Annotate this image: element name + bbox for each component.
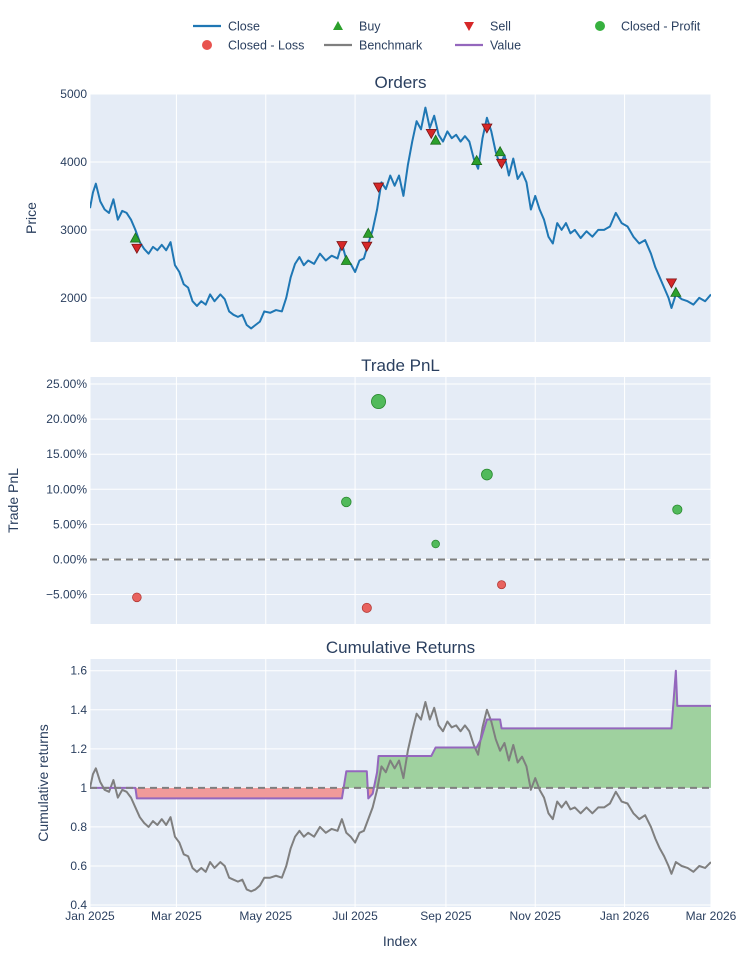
legend-label: Closed - Profit xyxy=(621,20,701,34)
benchmark-line xyxy=(90,700,711,893)
x-tick-label: Nov 2025 xyxy=(510,909,562,923)
y-tick-label: 0.8 xyxy=(70,820,87,834)
trade-pnl-plot-area xyxy=(90,377,711,624)
y-tick-label: 2000 xyxy=(60,291,87,305)
orders-y-ticks: 2000 3000 4000 5000 xyxy=(60,87,87,305)
x-tick-label: Mar 2025 xyxy=(151,909,202,923)
legend-item-closed-loss[interactable]: Closed - Loss xyxy=(202,39,304,53)
y-tick-label: 0.4 xyxy=(70,898,87,912)
x-tick-label: Mar 2026 xyxy=(686,909,737,923)
y-tick-label: −5.00% xyxy=(46,588,87,602)
trade-pnl-panel: −5.00% 0.00% 5.00% 10.00% 15.00% 20.00% 25.00%… xyxy=(5,356,712,624)
trade-pnl-gridlines xyxy=(89,377,712,624)
y-tick-label: 5.00% xyxy=(53,517,87,531)
closed-profit-marker xyxy=(481,468,493,481)
closed-profit-marker xyxy=(371,394,387,410)
legend-label: Closed - Loss xyxy=(228,39,304,53)
buy-marker xyxy=(470,154,483,165)
y-tick-label: 10.00% xyxy=(46,482,87,496)
loss-fill-area xyxy=(135,787,374,799)
legend-item-closed-profit[interactable]: Closed - Profit xyxy=(595,20,701,34)
sell-marker xyxy=(425,129,437,140)
closed-loss-marker xyxy=(132,592,142,603)
sell-marker xyxy=(361,241,373,253)
buy-marker xyxy=(362,227,374,238)
orders-panel: 2000 3000 4000 5000 Orders Price xyxy=(23,73,712,342)
y-tick-label: 1.2 xyxy=(70,742,87,756)
y-tick-label: 15.00% xyxy=(46,447,87,461)
orders-title: Orders xyxy=(375,73,427,92)
x-tick-label: Jan 2025 xyxy=(65,909,115,923)
legend-item-benchmark[interactable]: Benchmark xyxy=(324,39,423,53)
legend[interactable]: Close Buy Sell Closed - Profit Closed - Loss… xyxy=(193,20,701,53)
y-tick-label: 1.4 xyxy=(70,703,87,717)
buy-marker xyxy=(340,254,352,265)
y-tick-label: 5000 xyxy=(60,87,87,101)
trade-pnl-y-axis-label: Trade PnL xyxy=(5,468,21,533)
sell-marker xyxy=(336,241,348,252)
y-tick-label: 0.00% xyxy=(53,552,87,566)
buy-marker xyxy=(129,232,142,243)
x-tick-label: Jan 2026 xyxy=(600,909,650,923)
legend-circle-swatch xyxy=(595,21,605,31)
value-line xyxy=(90,669,711,800)
legend-label: Buy xyxy=(359,20,381,34)
cumulative-returns-y-axis-label: Cumulative returns xyxy=(35,724,51,842)
cumulative-returns-y-ticks: 0.4 0.6 0.8 1 1.2 1.4 1.6 xyxy=(70,664,87,912)
legend-item-buy[interactable]: Buy xyxy=(333,20,381,34)
cumulative-returns-marks xyxy=(90,669,711,893)
closed-profit-marker xyxy=(672,504,683,515)
x-tick-label: Jul 2025 xyxy=(332,909,378,923)
trade-pnl-title: Trade PnL xyxy=(361,356,440,375)
sell-marker xyxy=(495,158,508,170)
legend-label: Sell xyxy=(490,20,511,34)
x-axis-ticks: Jan 2025 Mar 2025 May 2025 Jul 2025 Sep 2025… xyxy=(65,909,736,923)
legend-triangle-down-swatch xyxy=(464,22,474,31)
x-tick-label: May 2025 xyxy=(239,909,292,923)
legend-triangle-up-swatch xyxy=(333,21,343,30)
orders-plot-area xyxy=(90,94,711,342)
y-tick-label: 1.6 xyxy=(70,664,87,678)
legend-label: Value xyxy=(490,39,521,53)
buy-marker xyxy=(494,145,506,157)
cumulative-returns-title: Cumulative Returns xyxy=(326,638,475,657)
cumulative-returns-panel: 0.4 0.6 0.8 1 1.2 1.4 1.6 Cumulative Returns C… xyxy=(35,638,712,912)
trade-pnl-marks xyxy=(90,394,711,613)
sell-marker xyxy=(665,278,678,289)
orders-marks xyxy=(90,106,711,330)
buy-marker xyxy=(429,134,442,145)
closed-loss-marker xyxy=(361,602,372,613)
legend-label: Close xyxy=(228,20,260,34)
legend-item-value[interactable]: Value xyxy=(455,39,521,53)
closed-profit-marker xyxy=(341,496,352,508)
x-tick-label: Sep 2025 xyxy=(420,909,472,923)
y-tick-label: 0.6 xyxy=(70,859,87,873)
closed-loss-marker xyxy=(497,580,507,590)
y-tick-label: 25.00% xyxy=(46,377,87,391)
legend-circle-swatch xyxy=(202,40,212,50)
close-price-line xyxy=(90,106,711,330)
sell-marker xyxy=(372,182,385,193)
trade-pnl-y-ticks: −5.00% 0.00% 5.00% 10.00% 15.00% 20.00% 25.00% xyxy=(46,377,87,602)
sell-marker xyxy=(131,243,143,255)
legend-item-close[interactable]: Close xyxy=(193,20,260,34)
y-tick-label: 3000 xyxy=(60,223,87,237)
y-tick-label: 4000 xyxy=(60,155,87,169)
buy-marker xyxy=(670,286,682,297)
y-tick-label: 1 xyxy=(80,781,87,795)
sell-marker xyxy=(481,123,493,134)
profit-fill-area xyxy=(90,670,711,788)
closed-profit-marker xyxy=(431,539,440,549)
orders-y-axis-label: Price xyxy=(23,202,39,234)
x-axis-title: Index xyxy=(383,933,417,949)
legend-label: Benchmark xyxy=(359,39,423,53)
legend-item-sell[interactable]: Sell xyxy=(464,20,511,34)
y-tick-label: 20.00% xyxy=(46,412,87,426)
